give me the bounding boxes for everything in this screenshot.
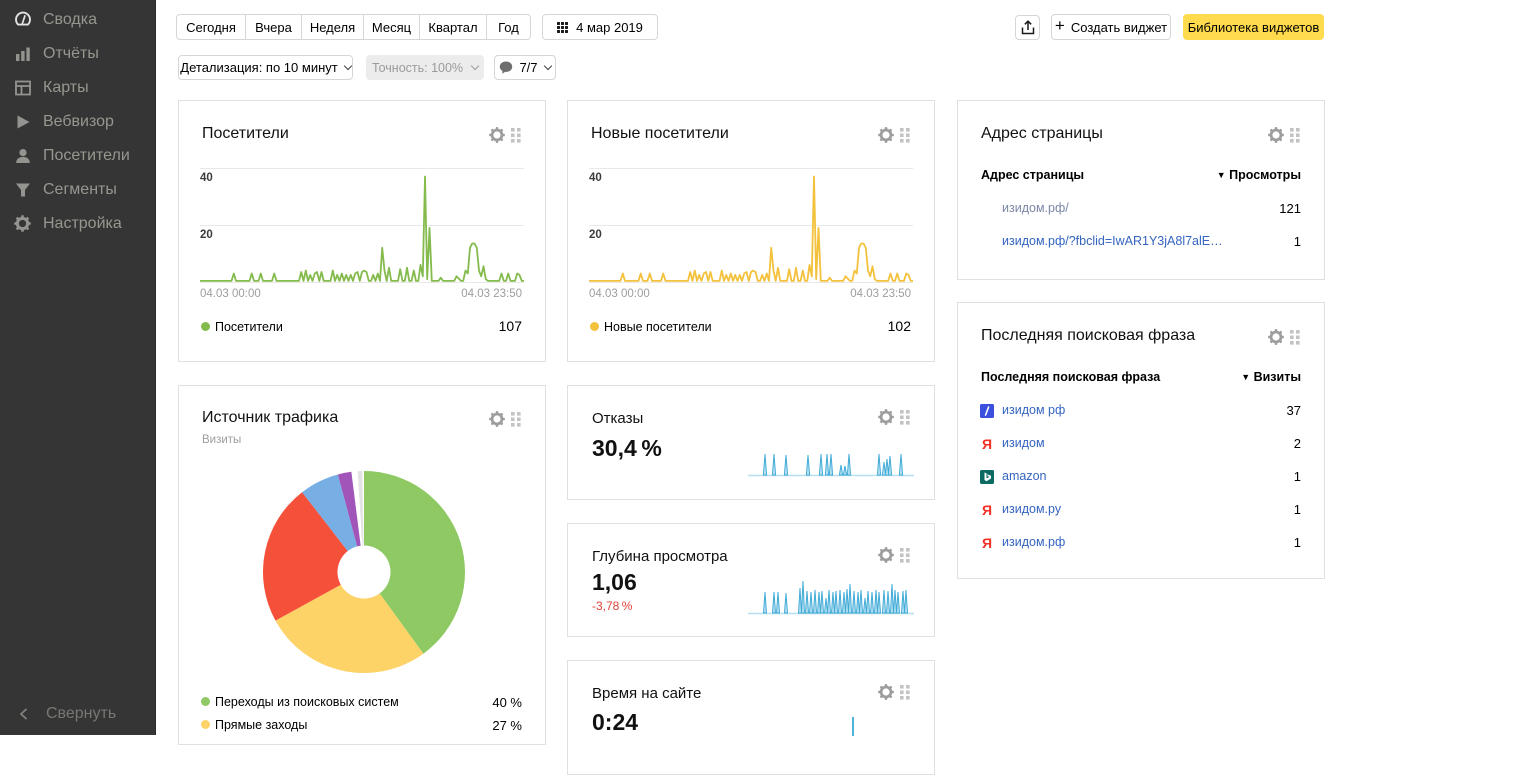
svg-text:Я: Я (982, 536, 992, 551)
svg-text:Я: Я (982, 503, 992, 518)
svg-text:Я: Я (982, 437, 992, 452)
